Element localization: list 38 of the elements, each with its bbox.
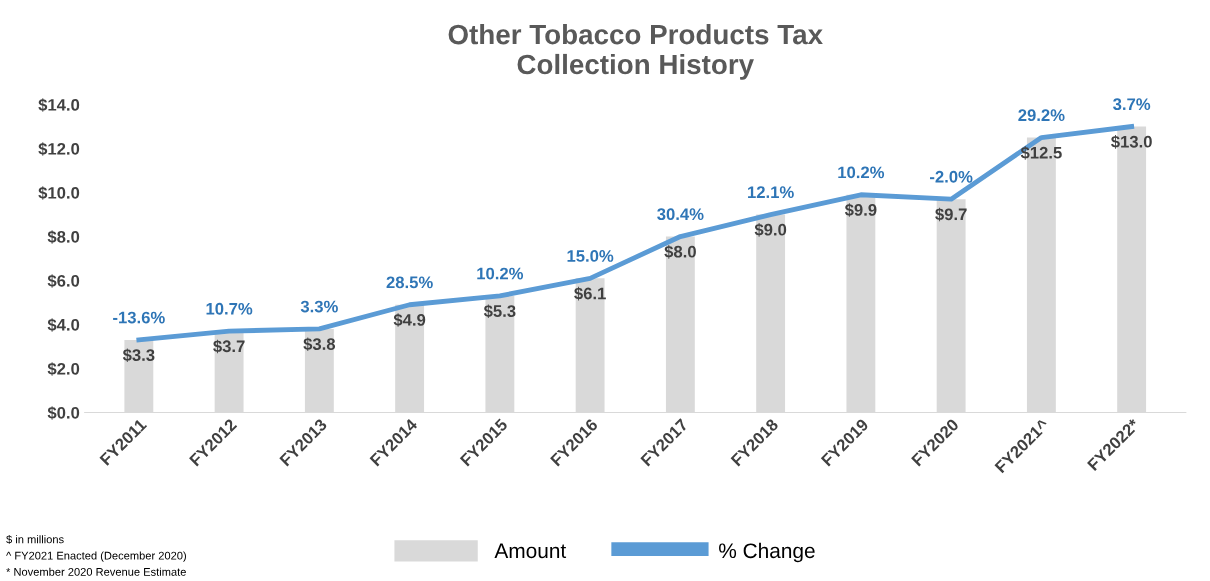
y-tick-label: $10.0: [38, 186, 80, 200]
annotation: 12.1%: [748, 186, 794, 199]
data-label: $13.0: [1111, 135, 1152, 149]
chart-title: Other Tobacco Products Tax Collection History: [448, 23, 823, 80]
annotation: 30.4%: [657, 208, 704, 221]
y-tick-label: $6.0: [47, 274, 80, 288]
annotation: 28.5%: [386, 276, 433, 289]
annotation: -2.0%: [930, 170, 973, 183]
y-tick-label: $0.0: [47, 406, 80, 420]
data-label: $6.1: [574, 286, 606, 301]
annotation: 15.0%: [567, 250, 614, 262]
annotation: 10.7%: [206, 302, 253, 315]
annotation: 10.2%: [477, 267, 524, 280]
data-label: $3.7: [213, 339, 245, 354]
data-label: $5.3: [483, 304, 516, 319]
y-tick-label: $12.0: [38, 142, 80, 156]
y-tick-label: $8.0: [47, 230, 80, 244]
data-label: $4.9: [393, 313, 426, 327]
legend-label: Amount: [494, 543, 567, 559]
y-tick-label: $4.0: [47, 318, 80, 332]
text: ^ FY2021 Enacted (December 2020): [6, 551, 186, 562]
text: * November 2020 Revenue Estimate: [6, 567, 186, 576]
annotation: 3.3%: [300, 300, 338, 313]
y-tick-label: $14.0: [38, 98, 80, 112]
annotation: -13.6%: [113, 311, 165, 324]
annotation: 29.2%: [1018, 109, 1065, 122]
y-tick-label: $2.0: [47, 362, 80, 376]
data-label: $3.3: [122, 348, 155, 363]
text: $ in millions: [6, 534, 64, 544]
data-label: $3.8: [303, 337, 336, 352]
data-label: $9.9: [844, 203, 877, 217]
annotation: 3.7%: [1113, 98, 1151, 111]
legend-label: % Change: [719, 542, 815, 563]
data-label: $8.0: [664, 245, 696, 259]
data-label: $9.7: [935, 207, 967, 222]
annotation: 10.2%: [838, 166, 885, 179]
data-label: $12.5: [1020, 146, 1062, 160]
data-label: $9.0: [754, 223, 787, 237]
